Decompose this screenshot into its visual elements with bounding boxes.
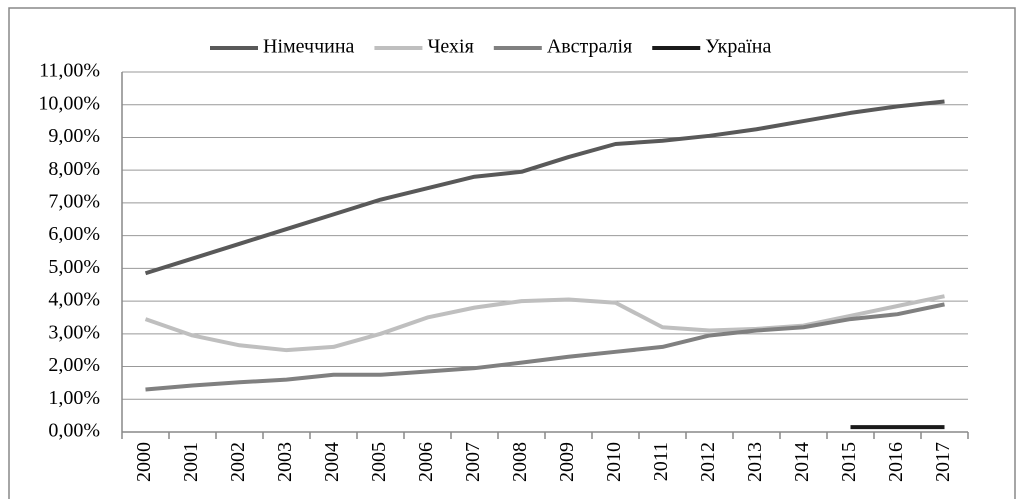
chart-frame [8, 7, 1016, 499]
x-tick-label: 2013 [744, 442, 766, 482]
y-tick-label: 10,00% [38, 92, 100, 114]
x-tick-label: 2002 [227, 442, 249, 482]
y-tick-label: 5,00% [48, 256, 100, 278]
y-tick-label: 3,00% [48, 321, 100, 343]
x-tick-label: 2009 [556, 442, 578, 482]
series-line [144, 99, 945, 276]
y-tick-label: 1,00% [48, 387, 100, 409]
y-tick-label: 6,00% [48, 223, 100, 245]
y-tick-label: 0,00% [48, 420, 100, 442]
series-line [145, 302, 945, 392]
y-tick-label: 2,00% [48, 354, 100, 376]
x-tick-label: 2014 [791, 442, 813, 482]
x-tick-label: 2010 [603, 442, 625, 482]
legend-label: Австралія [547, 36, 632, 58]
x-tick-label: 2012 [697, 442, 719, 482]
legend-label: Чехія [427, 36, 473, 58]
y-tick-label: 7,00% [48, 191, 100, 213]
x-tick-label: 2006 [415, 442, 437, 482]
x-tick-label: 2005 [368, 442, 390, 482]
x-tick-label: 2016 [885, 442, 907, 482]
x-tick-label: 2011 [650, 442, 672, 481]
legend-label: Україна [705, 36, 771, 58]
y-tick-label: 8,00% [48, 158, 100, 180]
x-tick-label: 2008 [509, 442, 531, 482]
y-tick-label: 9,00% [48, 125, 100, 147]
x-tick-label: 2017 [932, 442, 954, 482]
y-tick-label: 4,00% [48, 289, 100, 311]
y-tick-label: 11,00% [39, 60, 100, 82]
x-tick-label: 2007 [462, 442, 484, 482]
x-tick-label: 2004 [321, 442, 343, 482]
x-tick-label: 2003 [274, 442, 296, 482]
x-tick-label: 2001 [180, 442, 202, 482]
x-tick-label: 2000 [133, 442, 155, 482]
legend-label: Німеччина [263, 36, 355, 58]
x-tick-label: 2015 [838, 442, 860, 482]
